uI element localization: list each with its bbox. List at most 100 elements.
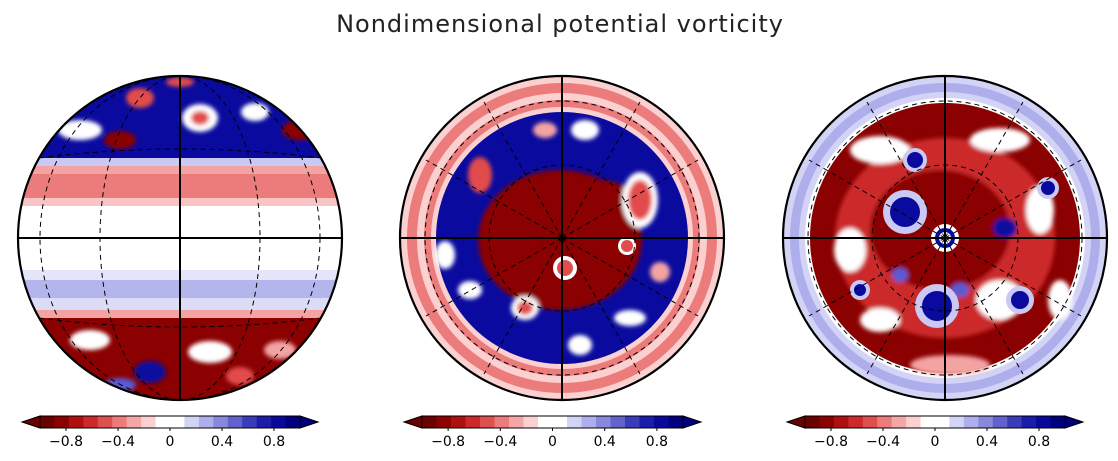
colorbar-swatch — [877, 416, 893, 428]
colorbar-swatch — [906, 416, 922, 428]
pv-feature — [568, 335, 592, 355]
pv-feature — [458, 281, 482, 299]
colorbar-swatch — [155, 416, 171, 428]
colorbar-swatch — [668, 416, 684, 428]
pv-feature — [614, 310, 646, 326]
pv-feature — [571, 120, 599, 140]
colorbar-swatch — [422, 416, 437, 428]
colorbar-swatch — [184, 416, 200, 428]
colorbar-swatch — [992, 416, 1008, 428]
colorbar-swatch — [40, 416, 55, 428]
pv-feature — [264, 341, 296, 359]
colorbar-swatch — [848, 416, 864, 428]
colorbar-tick-label: 0 — [931, 434, 940, 450]
colorbar-swatch — [68, 416, 84, 428]
chart-title: Nondimensional potential vorticity — [336, 10, 784, 38]
colorbar-swatch — [1021, 416, 1037, 428]
colorbar-swatch — [552, 416, 568, 428]
colorbar-swatch — [170, 416, 185, 428]
colorbar-tick-label: −0.8 — [431, 434, 465, 450]
pv-feature — [126, 88, 154, 108]
colorbar-extend-high — [682, 415, 703, 429]
colorbar-1: −0.8 −0.4 0 0.4 0.8 — [20, 415, 320, 450]
colorbar-swatch — [819, 416, 835, 428]
pv-feature — [104, 378, 136, 392]
colorbar-swatch — [978, 416, 994, 428]
colorbar-2: −0.8 −0.4 0 0.4 0.8 — [402, 415, 703, 450]
pv-vortex — [557, 260, 573, 276]
colorbar-swatch — [198, 416, 214, 428]
colorbar-swatch — [126, 416, 142, 428]
pv-feature — [850, 136, 910, 164]
pv-feature — [560, 180, 640, 240]
pv-feature — [104, 131, 136, 149]
colorbar-swatch — [242, 416, 258, 428]
colorbar-swatch — [625, 416, 640, 428]
colorbar-swatch — [480, 416, 495, 428]
pv-vortex — [922, 291, 952, 321]
colorbar-extend-high — [299, 415, 320, 429]
colorbar-swatch — [256, 416, 272, 428]
pv-vortex — [854, 284, 866, 296]
colorbar-swatch — [509, 416, 524, 428]
colorbar-tick-label: 0.4 — [594, 434, 616, 450]
pv-feature — [188, 341, 232, 363]
colorbar-swatch — [581, 416, 597, 428]
pv-feature — [650, 262, 670, 282]
pv-feature — [910, 355, 990, 375]
colorbar-swatch — [112, 416, 128, 428]
colorbar-tick-label: 0.4 — [976, 434, 998, 450]
colorbar-swatch — [227, 416, 243, 428]
pv-feature — [70, 330, 110, 350]
colorbar-extend-low — [785, 415, 806, 429]
colorbar-tick-label: −0.8 — [49, 434, 83, 450]
colorbar-extend-high — [1064, 415, 1085, 429]
globe-panel-north-polar — [398, 74, 726, 402]
pv-feature — [134, 361, 166, 383]
colorbar-swatch — [213, 416, 229, 428]
globe-outline — [398, 74, 726, 402]
colorbar-swatch — [949, 416, 965, 428]
pv-feature — [241, 103, 269, 121]
pv-vortex — [907, 152, 923, 168]
colorbar-swatch — [83, 416, 99, 428]
colorbar-tick-label: 0 — [166, 434, 175, 450]
colorbar-swatch — [654, 416, 669, 428]
colorbar-swatch — [141, 416, 157, 428]
pv-vortex — [890, 197, 920, 227]
pv-feature — [1048, 280, 1072, 320]
pv-feature — [468, 157, 492, 193]
pv-feature — [533, 122, 557, 138]
globe-panel-south-polar — [781, 74, 1109, 402]
pv-vortex — [1041, 181, 1055, 195]
pv-feature — [970, 128, 1030, 152]
colorbar-swatch — [285, 416, 301, 428]
globe-outline — [781, 74, 1109, 402]
colorbar-swatch — [1050, 416, 1066, 428]
colorbar-tick-label: −0.4 — [483, 434, 517, 450]
colorbar-swatch — [1007, 416, 1023, 428]
pv-feature — [226, 367, 254, 385]
colorbar-swatch — [451, 416, 466, 428]
colorbar-swatch — [610, 416, 626, 428]
colorbar-swatch — [271, 416, 287, 428]
pv-feature — [951, 283, 969, 297]
colorbar-swatch — [538, 416, 553, 428]
colorbar-tick-label: 0.8 — [263, 434, 285, 450]
pv-vortex — [621, 240, 633, 252]
colorbar-swatch — [833, 416, 849, 428]
globe-panel-equatorial — [16, 74, 344, 402]
colorbar-tick-label: −0.4 — [101, 434, 135, 450]
colorbar-swatch — [54, 416, 70, 428]
colorbar-swatch — [805, 416, 820, 428]
pv-feature — [993, 218, 1017, 238]
colorbar-swatch — [97, 416, 113, 428]
colorbar-swatch — [920, 416, 936, 428]
colorbar-extend-low — [402, 415, 423, 429]
colorbar-swatch — [567, 416, 582, 428]
colorbar-tick-label: −0.8 — [814, 434, 848, 450]
colorbar-swatch — [436, 416, 452, 428]
colorbar-tick-label: 0 — [548, 434, 557, 450]
pv-feature — [435, 241, 455, 269]
